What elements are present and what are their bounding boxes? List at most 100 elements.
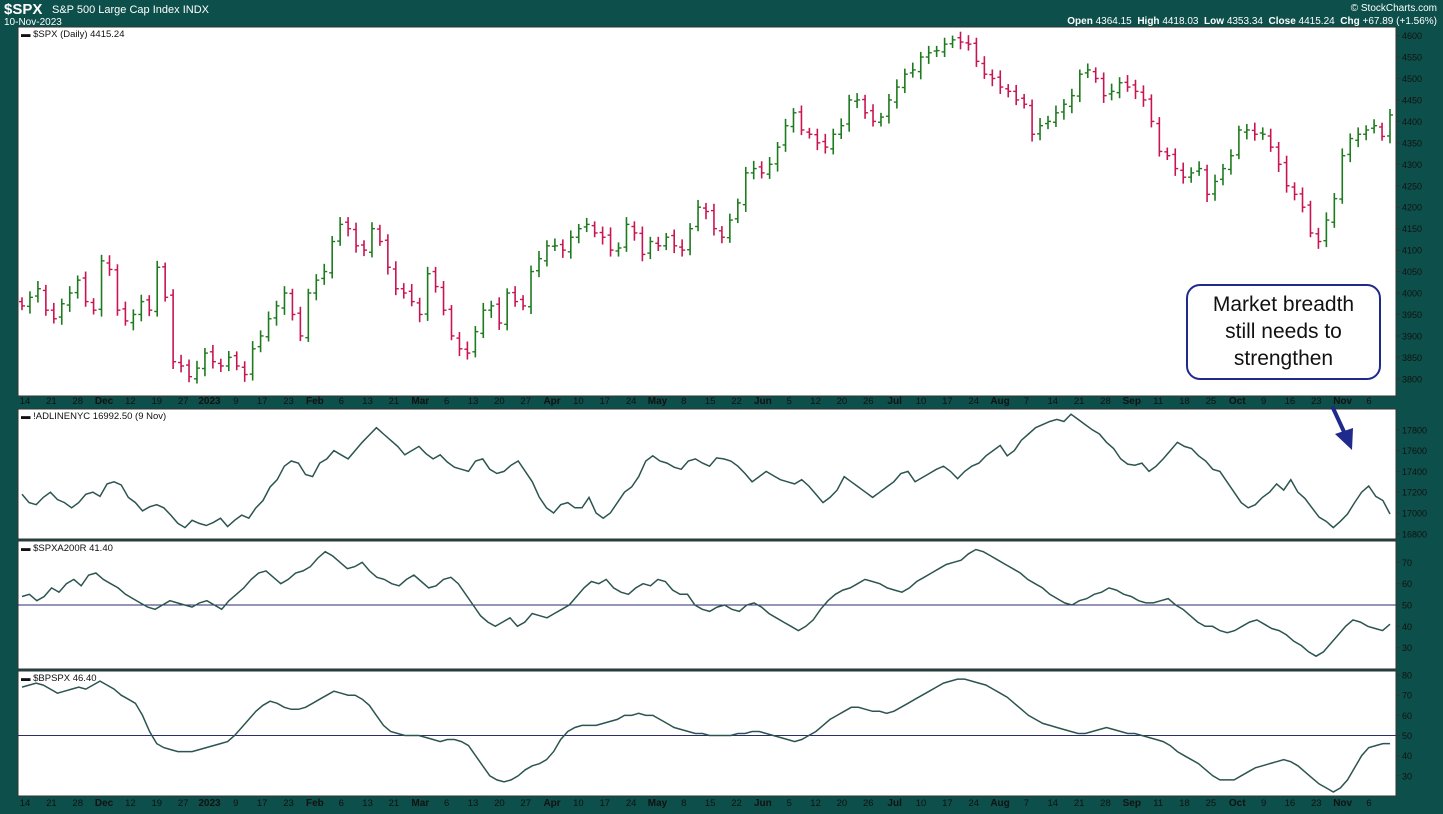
arrow-down-right-icon (1331, 406, 1353, 450)
y-tick-label: 4500 (1402, 74, 1422, 84)
x-tick-label: 8 (681, 798, 686, 809)
x-tick-label: 28 (72, 396, 83, 407)
ohlc-bar (98, 254, 105, 317)
y-tick-label: 3950 (1402, 310, 1422, 320)
x-tick-label: 8 (681, 396, 686, 407)
y-tick-label: 17600 (1402, 446, 1427, 456)
x-tick-label: 27 (178, 798, 189, 809)
credit-watermark: © StockCharts.com (1350, 3, 1437, 14)
ohlc-bar (877, 112, 884, 127)
ohlc-bar (193, 360, 200, 384)
x-tick-label: 17 (942, 798, 953, 809)
ohlc-bar (329, 235, 336, 279)
ohlc-bar (981, 56, 988, 79)
x-tick-label: 6 (339, 396, 344, 407)
ohlc-bar (1331, 193, 1338, 228)
ohlc-bar (1029, 99, 1036, 142)
ohlc-bar (750, 160, 757, 180)
ohlc-bar (1052, 105, 1059, 127)
ohlc-bar (1227, 149, 1234, 175)
callout-line-1: Market breadth (1212, 293, 1355, 316)
ohlc-bar (528, 265, 535, 315)
chart-date: 10-Nov-2023 (4, 17, 62, 28)
open-value: 4364.15 (1095, 16, 1132, 27)
ohlc-bar (599, 226, 606, 245)
ohlc-bar (583, 217, 590, 233)
y-tick-label: 16800 (1402, 529, 1427, 539)
ohlc-bar (1164, 147, 1171, 161)
ohlc-bar (885, 93, 892, 124)
x-tick-label: 13 (468, 396, 479, 407)
x-tick-label: 9 (233, 798, 238, 809)
panel-legend: ▬ !ADLINENYC 16992.50 (9 Nov) (21, 411, 166, 422)
y-tick-label: 4050 (1402, 267, 1422, 277)
ohlc-bar (114, 264, 121, 316)
x-tick-label: 24 (626, 396, 637, 407)
ohlc-bar (225, 350, 232, 372)
ohlc-bar (679, 239, 686, 257)
x-tick-label: 20 (494, 798, 505, 809)
x-tick-label: 26 (863, 798, 874, 809)
x-tick-label: 21 (46, 798, 57, 809)
x-tick-label: 15 (705, 798, 716, 809)
x-tick-label: 10 (573, 396, 584, 407)
x-tick-label: 27 (520, 396, 531, 407)
ohlc-bar (496, 297, 503, 330)
ohlc-bar (1315, 227, 1322, 249)
x-tick-label: 12 (125, 396, 136, 407)
x-tick-label: Nov (1333, 798, 1352, 809)
ohlc-bar (480, 302, 487, 339)
panel-background (17, 26, 1397, 397)
ohlc-bar (424, 266, 431, 321)
x-tick-label: 23 (283, 798, 294, 809)
x-tick-label: 7 (1024, 798, 1029, 809)
ohlc-bar (591, 221, 598, 238)
ohlc-bar (472, 326, 479, 358)
x-tick-label: 26 (863, 396, 874, 407)
panel-background (17, 670, 1397, 797)
x-tick-label: 10 (916, 798, 927, 809)
ohlc-bar (201, 347, 208, 377)
ohlc-bar (1108, 83, 1115, 101)
x-tick-label: 14 (20, 798, 31, 809)
panel-legend: ▬ $BPSPX 46.40 (21, 673, 97, 684)
ohlc-bar (289, 288, 296, 321)
ohlc-bar (1180, 162, 1187, 184)
ohlc-bar (432, 266, 439, 293)
ohlc-bar (400, 283, 407, 299)
chg-value: +67.89 (+1.56%) (1362, 16, 1438, 27)
ohlc-bar (488, 300, 495, 318)
ohlc-bar (361, 240, 367, 257)
x-tick-label: 18 (1179, 798, 1190, 809)
ohlc-bar (957, 31, 964, 50)
x-tick-label: 22 (731, 798, 742, 809)
x-tick-label: Apr (543, 798, 560, 809)
close-label: Close (1268, 16, 1296, 27)
x-tick-label: 12 (810, 396, 821, 407)
ohlc-bar (1251, 122, 1258, 141)
ohlc-bar (1363, 125, 1370, 141)
x-tick-label: 20 (837, 396, 848, 407)
y-tick-label: 17400 (1402, 467, 1427, 477)
x-tick-label: 21 (389, 396, 400, 407)
y-tick-label: 30 (1402, 771, 1412, 781)
ohlc-bar (965, 35, 972, 51)
ohlc-bar (265, 311, 272, 342)
ohlc-bar (846, 94, 853, 132)
x-tick-label: 10 (573, 798, 584, 809)
x-tick-label: May (648, 798, 668, 809)
ohlc-bar (122, 301, 129, 326)
ohlc-bar (42, 284, 49, 316)
ohlc-bar (814, 128, 821, 151)
ohlc-bar (1243, 123, 1250, 140)
panel-legend: ▬ $SPX (Daily) 4415.24 (21, 29, 125, 40)
x-tick-label: 12 (810, 798, 821, 809)
ohlc-bar (997, 70, 1004, 94)
x-tick-label: 13 (468, 798, 479, 809)
x-tick-label: Oct (1229, 798, 1246, 809)
ohlc-bar (695, 199, 702, 232)
x-tick-label: Oct (1229, 396, 1246, 407)
y-tick-label: 17000 (1402, 509, 1427, 519)
ohlc-bar (1291, 182, 1298, 201)
ohlc-bar (1068, 88, 1075, 114)
